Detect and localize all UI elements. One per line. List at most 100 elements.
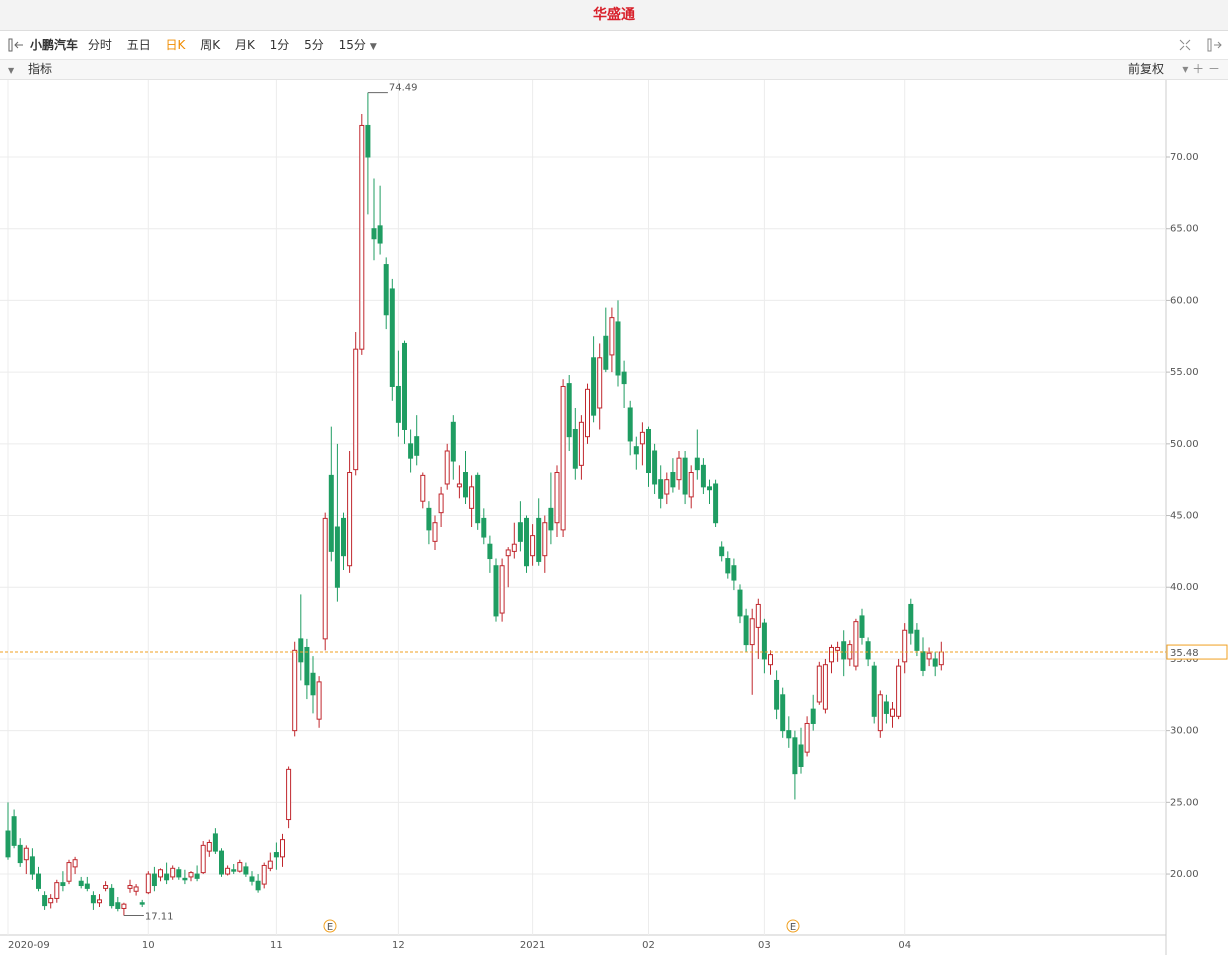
candle-body <box>151 873 157 887</box>
candle-body <box>261 864 267 885</box>
candle-body <box>182 877 188 881</box>
candle-body <box>755 603 761 628</box>
candle-body <box>90 895 96 904</box>
y-tick-label: 40.00 <box>1170 582 1199 593</box>
candle-body <box>273 852 279 858</box>
candle-body <box>334 526 340 588</box>
candle-body <box>170 867 176 878</box>
y-tick-label: 70.00 <box>1170 152 1199 163</box>
candle-body <box>932 658 938 667</box>
brand: 华盛通 <box>593 7 635 23</box>
x-tick-label: 2021 <box>520 940 545 951</box>
candle-body <box>816 665 822 703</box>
candle-body <box>286 768 292 821</box>
event-label: E <box>327 922 333 933</box>
candle-body <box>585 388 590 438</box>
candle-body <box>316 681 322 720</box>
last-price-label: 35.48 <box>1170 648 1199 659</box>
y-tick-label: 45.00 <box>1170 511 1199 522</box>
candle-body <box>243 866 249 875</box>
candle-body <box>694 457 700 471</box>
candle-body <box>298 638 304 663</box>
candle-body <box>145 873 151 894</box>
candle-body <box>371 228 377 240</box>
window-icons[interactable] <box>1178 38 1222 52</box>
candle-body <box>780 694 786 732</box>
candle-body <box>761 622 767 660</box>
candle-body <box>542 522 548 557</box>
indicator[interactable]: 指标 <box>27 62 52 76</box>
candle-body <box>609 317 615 356</box>
candle-body <box>688 472 694 498</box>
candle-body <box>426 507 432 531</box>
last-price-box <box>1166 644 1228 660</box>
candle-body <box>914 629 920 651</box>
candle-body <box>17 844 23 864</box>
candle-body <box>578 421 584 466</box>
candle-body <box>267 860 273 869</box>
candle-body <box>463 472 468 498</box>
candle-body <box>97 899 102 904</box>
candle-body <box>524 517 529 567</box>
candle-body <box>487 543 493 560</box>
candle-body <box>621 371 627 385</box>
period[interactable]: 分时 <box>87 38 112 52</box>
candle-body <box>676 457 682 481</box>
period[interactable]: 5分 <box>304 38 324 52</box>
candle-body <box>835 646 841 651</box>
candle-body <box>444 450 450 485</box>
candle-body <box>865 641 871 660</box>
candle-body <box>66 862 72 882</box>
candle-body <box>664 479 670 495</box>
candle-body <box>499 565 505 614</box>
period[interactable]: 日K <box>165 38 186 52</box>
candle-body <box>11 816 17 846</box>
candle-body <box>743 615 749 646</box>
candle-body <box>554 472 560 524</box>
candle-body <box>560 385 566 531</box>
indicator-bar: ▼ 指标 前复权 ▾ ＋ － <box>0 60 1228 80</box>
candle-body <box>469 486 475 509</box>
symbol[interactable]: 小鹏汽车 <box>30 38 79 52</box>
candle-body <box>48 897 54 904</box>
brand-bar: 华盛通 <box>0 0 1228 31</box>
candle-body <box>883 701 889 714</box>
candle-body <box>920 651 926 671</box>
period[interactable]: 五日 <box>126 38 151 52</box>
candle-body <box>517 522 523 542</box>
candle-body <box>206 842 212 852</box>
candle-body <box>200 844 206 874</box>
collapse-icon[interactable] <box>8 38 28 52</box>
chart: 20.0025.0030.0035.0040.0045.0050.0055.00… <box>0 80 1228 955</box>
candle-body <box>877 694 883 732</box>
candle-body <box>768 654 773 666</box>
candle-body <box>633 446 639 455</box>
panel-controls[interactable]: ▾ ＋ － <box>1182 62 1220 76</box>
adjust[interactable]: 前复权 <box>1127 62 1164 76</box>
candle-body <box>896 665 902 717</box>
candle-body <box>822 664 828 710</box>
x-tick-label: 12 <box>392 940 405 951</box>
candle-body <box>829 646 834 663</box>
period[interactable]: 1分 <box>269 38 290 52</box>
candle-body <box>176 869 182 878</box>
candle-body <box>255 880 261 891</box>
candle-body <box>158 869 163 878</box>
candle-body <box>902 629 908 663</box>
period[interactable]: 月K <box>234 38 255 52</box>
candle-body <box>749 618 755 646</box>
candle-body <box>347 472 353 567</box>
dropdown-arrow[interactable]: ▼ <box>8 66 15 75</box>
candle-body <box>389 288 395 387</box>
x-tick-label: 04 <box>898 940 911 951</box>
y-tick-label: 55.00 <box>1170 367 1199 378</box>
x-tick-label: 11 <box>270 940 283 951</box>
dropdown-arrow[interactable]: ▼ <box>369 42 377 52</box>
candle-body <box>36 873 41 889</box>
candle-body <box>377 225 383 244</box>
candle-body <box>530 535 536 557</box>
toolbar: 小鹏汽车 分时 五日 日K 周K 月K 1分 5分 15分 ▼ <box>0 31 1228 60</box>
period[interactable]: 15分 <box>338 38 366 52</box>
period[interactable]: 周K <box>200 38 221 52</box>
candle-body <box>353 348 359 471</box>
